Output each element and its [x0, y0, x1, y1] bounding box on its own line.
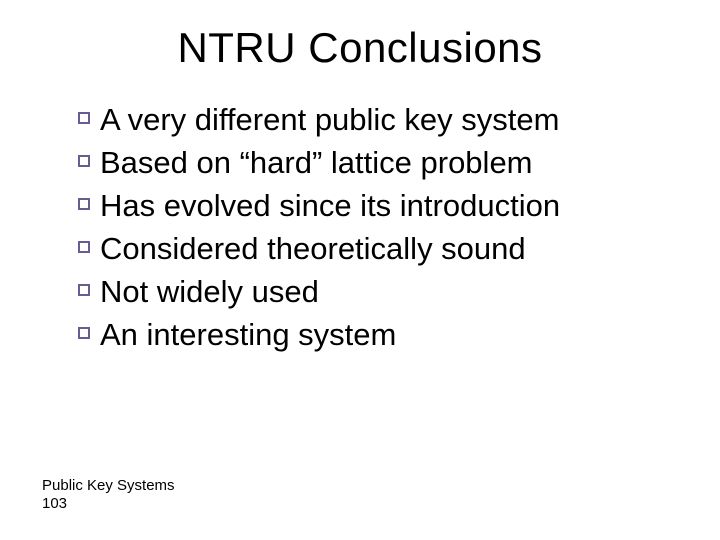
square-bullet-icon	[78, 284, 90, 296]
square-bullet-icon	[78, 241, 90, 253]
list-item-text: An interesting system	[100, 315, 660, 356]
square-bullet-icon	[78, 112, 90, 124]
square-bullet-icon	[78, 198, 90, 210]
list-item-text: Not widely used	[100, 272, 660, 313]
footer-text: Public Key Systems	[42, 477, 175, 496]
list-item: An interesting system	[78, 315, 660, 356]
list-item: A very different public key system	[78, 100, 660, 141]
list-item-text: Considered theoretically sound	[100, 229, 660, 270]
list-item: Based on “hard” lattice problem	[78, 143, 660, 184]
bullet-list: A very different public key system Based…	[60, 100, 660, 355]
square-bullet-icon	[78, 155, 90, 167]
footer-page-number: 103	[42, 495, 175, 514]
slide-footer: Public Key Systems 103	[42, 477, 175, 515]
list-item-text: A very different public key system	[100, 100, 660, 141]
slide: NTRU Conclusions A very different public…	[0, 0, 720, 540]
list-item-text: Based on “hard” lattice problem	[100, 143, 660, 184]
list-item-text: Has evolved since its introduction	[100, 186, 660, 227]
slide-title: NTRU Conclusions	[60, 24, 660, 72]
list-item: Not widely used	[78, 272, 660, 313]
list-item: Considered theoretically sound	[78, 229, 660, 270]
square-bullet-icon	[78, 327, 90, 339]
list-item: Has evolved since its introduction	[78, 186, 660, 227]
